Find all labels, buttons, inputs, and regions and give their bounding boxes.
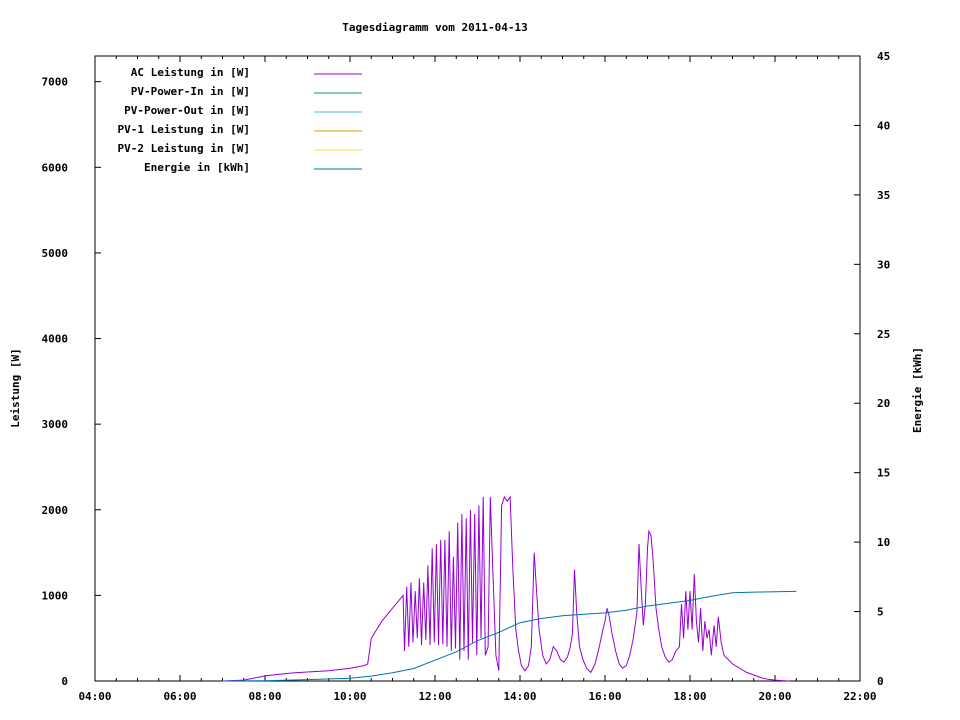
x-tick-label: 22:00 [843,690,876,703]
legend: AC Leistung in [W] PV-Power-In in [W] PV-P… [118,66,362,174]
x-tick-label: 16:00 [588,690,621,703]
y-tick-label: 5000 [42,247,69,260]
legend-label: PV-Power-Out in [W] [124,104,250,117]
y2-tick-label: 45 [877,50,890,63]
legend-label: PV-1 Leistung in [W] [118,123,250,136]
y-axis-right: 0 5 10 15 20 25 30 35 40 45 [854,50,890,688]
x-tick-label: 14:00 [503,690,536,703]
y2-axis-label: Energie [kWh] [911,347,924,433]
y-tick-label: 4000 [42,333,69,346]
y2-tick-label: 35 [877,189,890,202]
x-tick-label: 18:00 [673,690,706,703]
y-tick-label: 6000 [42,161,69,174]
x-tick-label: 06:00 [163,690,196,703]
x-tick-label: 04:00 [78,690,111,703]
series-line-energie-in-kwh [222,590,797,682]
x-axis: 04:00 06:00 08:00 10:00 12:00 14:00 16:00 18:00… [78,56,877,703]
y2-tick-label: 25 [877,328,890,341]
legend-label: Energie in [kWh] [144,161,250,174]
y2-tick-label: 20 [877,397,890,410]
y-tick-label: 2000 [42,504,69,517]
y-axis-label: Leistung [W] [9,348,22,427]
x-tick-label: 12:00 [418,690,451,703]
y-tick-label: 1000 [42,589,69,602]
x-tick-label: 08:00 [248,690,281,703]
y-tick-label: 3000 [42,418,69,431]
legend-label: PV-Power-In in [W] [131,85,250,98]
x-tick-label: 20:00 [758,690,791,703]
x-tick-label: 10:00 [333,690,366,703]
y-tick-label: 7000 [42,76,69,89]
y2-tick-label: 15 [877,467,890,480]
y-axis-left: 0 1000 2000 3000 4000 5000 6000 7000 [42,76,101,688]
series-layer [222,495,797,682]
y2-tick-label: 5 [877,606,884,619]
legend-label: AC Leistung in [W] [131,66,250,79]
series-line-ac-leistung-in-w [222,495,790,682]
y2-tick-label: 40 [877,119,890,132]
legend-label: PV-2 Leistung in [W] [118,142,250,155]
y2-tick-label: 10 [877,536,890,549]
y2-tick-label: 30 [877,258,890,271]
chart-title: Tagesdiagramm vom 2011-04-13 [342,21,527,34]
y2-tick-label: 0 [877,675,884,688]
y-tick-label: 0 [61,675,68,688]
